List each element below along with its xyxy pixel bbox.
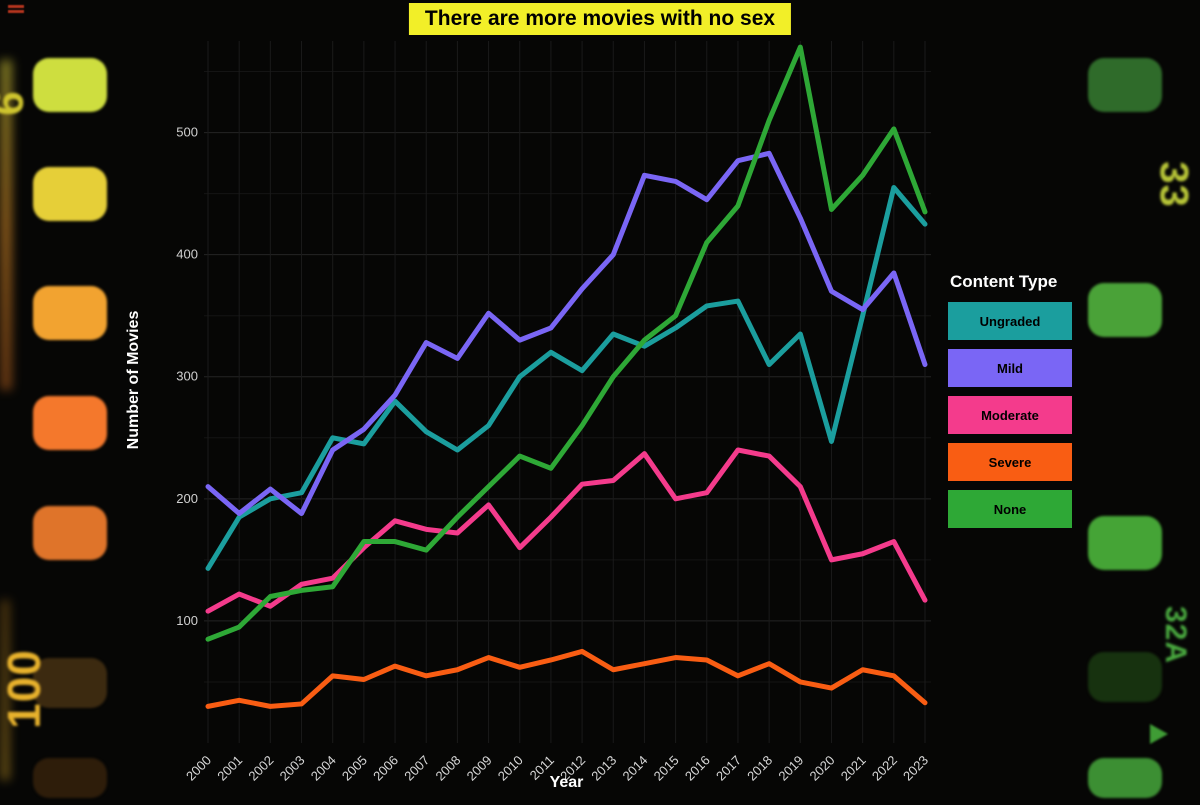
film-frame-number-right-top: 33: [1151, 161, 1196, 208]
x-tick-label: 2004: [308, 753, 339, 784]
x-tick-label: 2007: [401, 753, 432, 784]
film-frame-number-right-bottom: 32A: [1159, 605, 1193, 665]
film-sprocket-hole: [33, 286, 107, 340]
y-tick-label: 500: [176, 125, 198, 140]
x-tick-label: 2006: [370, 753, 401, 784]
series-line-severe: [205, 648, 928, 709]
x-tick-label: 2023: [900, 753, 931, 784]
x-tick-label: 2015: [651, 753, 682, 784]
film-sprocket-hole: [33, 758, 107, 798]
x-tick-label: 2016: [682, 753, 713, 784]
film-sprocket-hole: [33, 396, 107, 450]
y-tick-label: 400: [176, 247, 198, 262]
legend-item-ungraded: Ungraded: [948, 302, 1072, 340]
y-tick-label: 300: [176, 369, 198, 384]
x-tick-label: 2003: [277, 753, 308, 784]
x-tick-label: 2018: [744, 753, 775, 784]
film-sprocket-hole: [33, 658, 107, 708]
y-tick-label: 100: [176, 613, 198, 628]
x-tick-label: 2008: [432, 753, 463, 784]
x-tick-label: 2020: [807, 753, 838, 784]
legend-title: Content Type: [950, 272, 1058, 291]
film-sprocket-hole: [33, 58, 107, 112]
legend-item-moderate: Moderate: [948, 396, 1072, 434]
series-line-mild: [205, 150, 928, 516]
film-sprocket-hole: [1088, 283, 1162, 337]
film-sprocket-hole: [1088, 758, 1162, 798]
film-sprocket-hole: [1088, 516, 1162, 570]
chart-title-banner: There are more movies with no sex: [408, 3, 792, 35]
legend-items: Ungraded Mild Moderate Severe None: [948, 302, 1080, 528]
series-line-ungraded: [205, 185, 928, 571]
x-tick-label: 2001: [214, 753, 245, 784]
legend-item-none: None: [948, 490, 1072, 528]
film-frame-number-left-bottom: 100: [0, 649, 50, 729]
x-tick-label: 2017: [713, 753, 744, 784]
legend: Content Type Ungraded Mild Moderate Severe N…: [948, 272, 1080, 537]
x-tick-label: 2005: [339, 753, 370, 784]
x-tick-label: 2013: [588, 753, 619, 784]
y-axis-label: Number of Movies: [125, 311, 142, 450]
x-axis-label: Year: [550, 774, 584, 791]
x-tick-label: 2009: [464, 753, 495, 784]
x-tick-label: 2022: [869, 753, 900, 784]
series-line-moderate: [205, 447, 928, 614]
film-edge-glow: [0, 60, 12, 390]
legend-item-mild: Mild: [948, 349, 1072, 387]
line-chart: 100 200 300 400 500 2000 2001 2002 2003 2004 2005 2…: [120, 35, 960, 800]
x-tick-label: 2000: [183, 753, 214, 784]
film-frame-number-left-top: 6: [0, 90, 34, 115]
legend-item-severe: Severe: [948, 443, 1072, 481]
film-sprocket-hole: [1088, 58, 1162, 112]
x-tick-label: 2002: [245, 753, 276, 784]
x-tick-label: 2021: [838, 753, 869, 784]
film-frame-arrow-icon: [1150, 724, 1168, 744]
film-sprocket-hole: [33, 167, 107, 221]
x-tick-label: 2019: [775, 753, 806, 784]
film-edge-glow-bottom: [0, 600, 10, 780]
film-sprocket-hole: [1088, 652, 1162, 702]
film-corner-mark: [8, 5, 24, 15]
y-tick-label: 200: [176, 491, 198, 506]
series-line-none: [205, 44, 928, 642]
film-sprocket-hole: [33, 506, 107, 560]
x-tick-label: 2014: [619, 753, 650, 784]
x-tick-label: 2010: [495, 753, 526, 784]
